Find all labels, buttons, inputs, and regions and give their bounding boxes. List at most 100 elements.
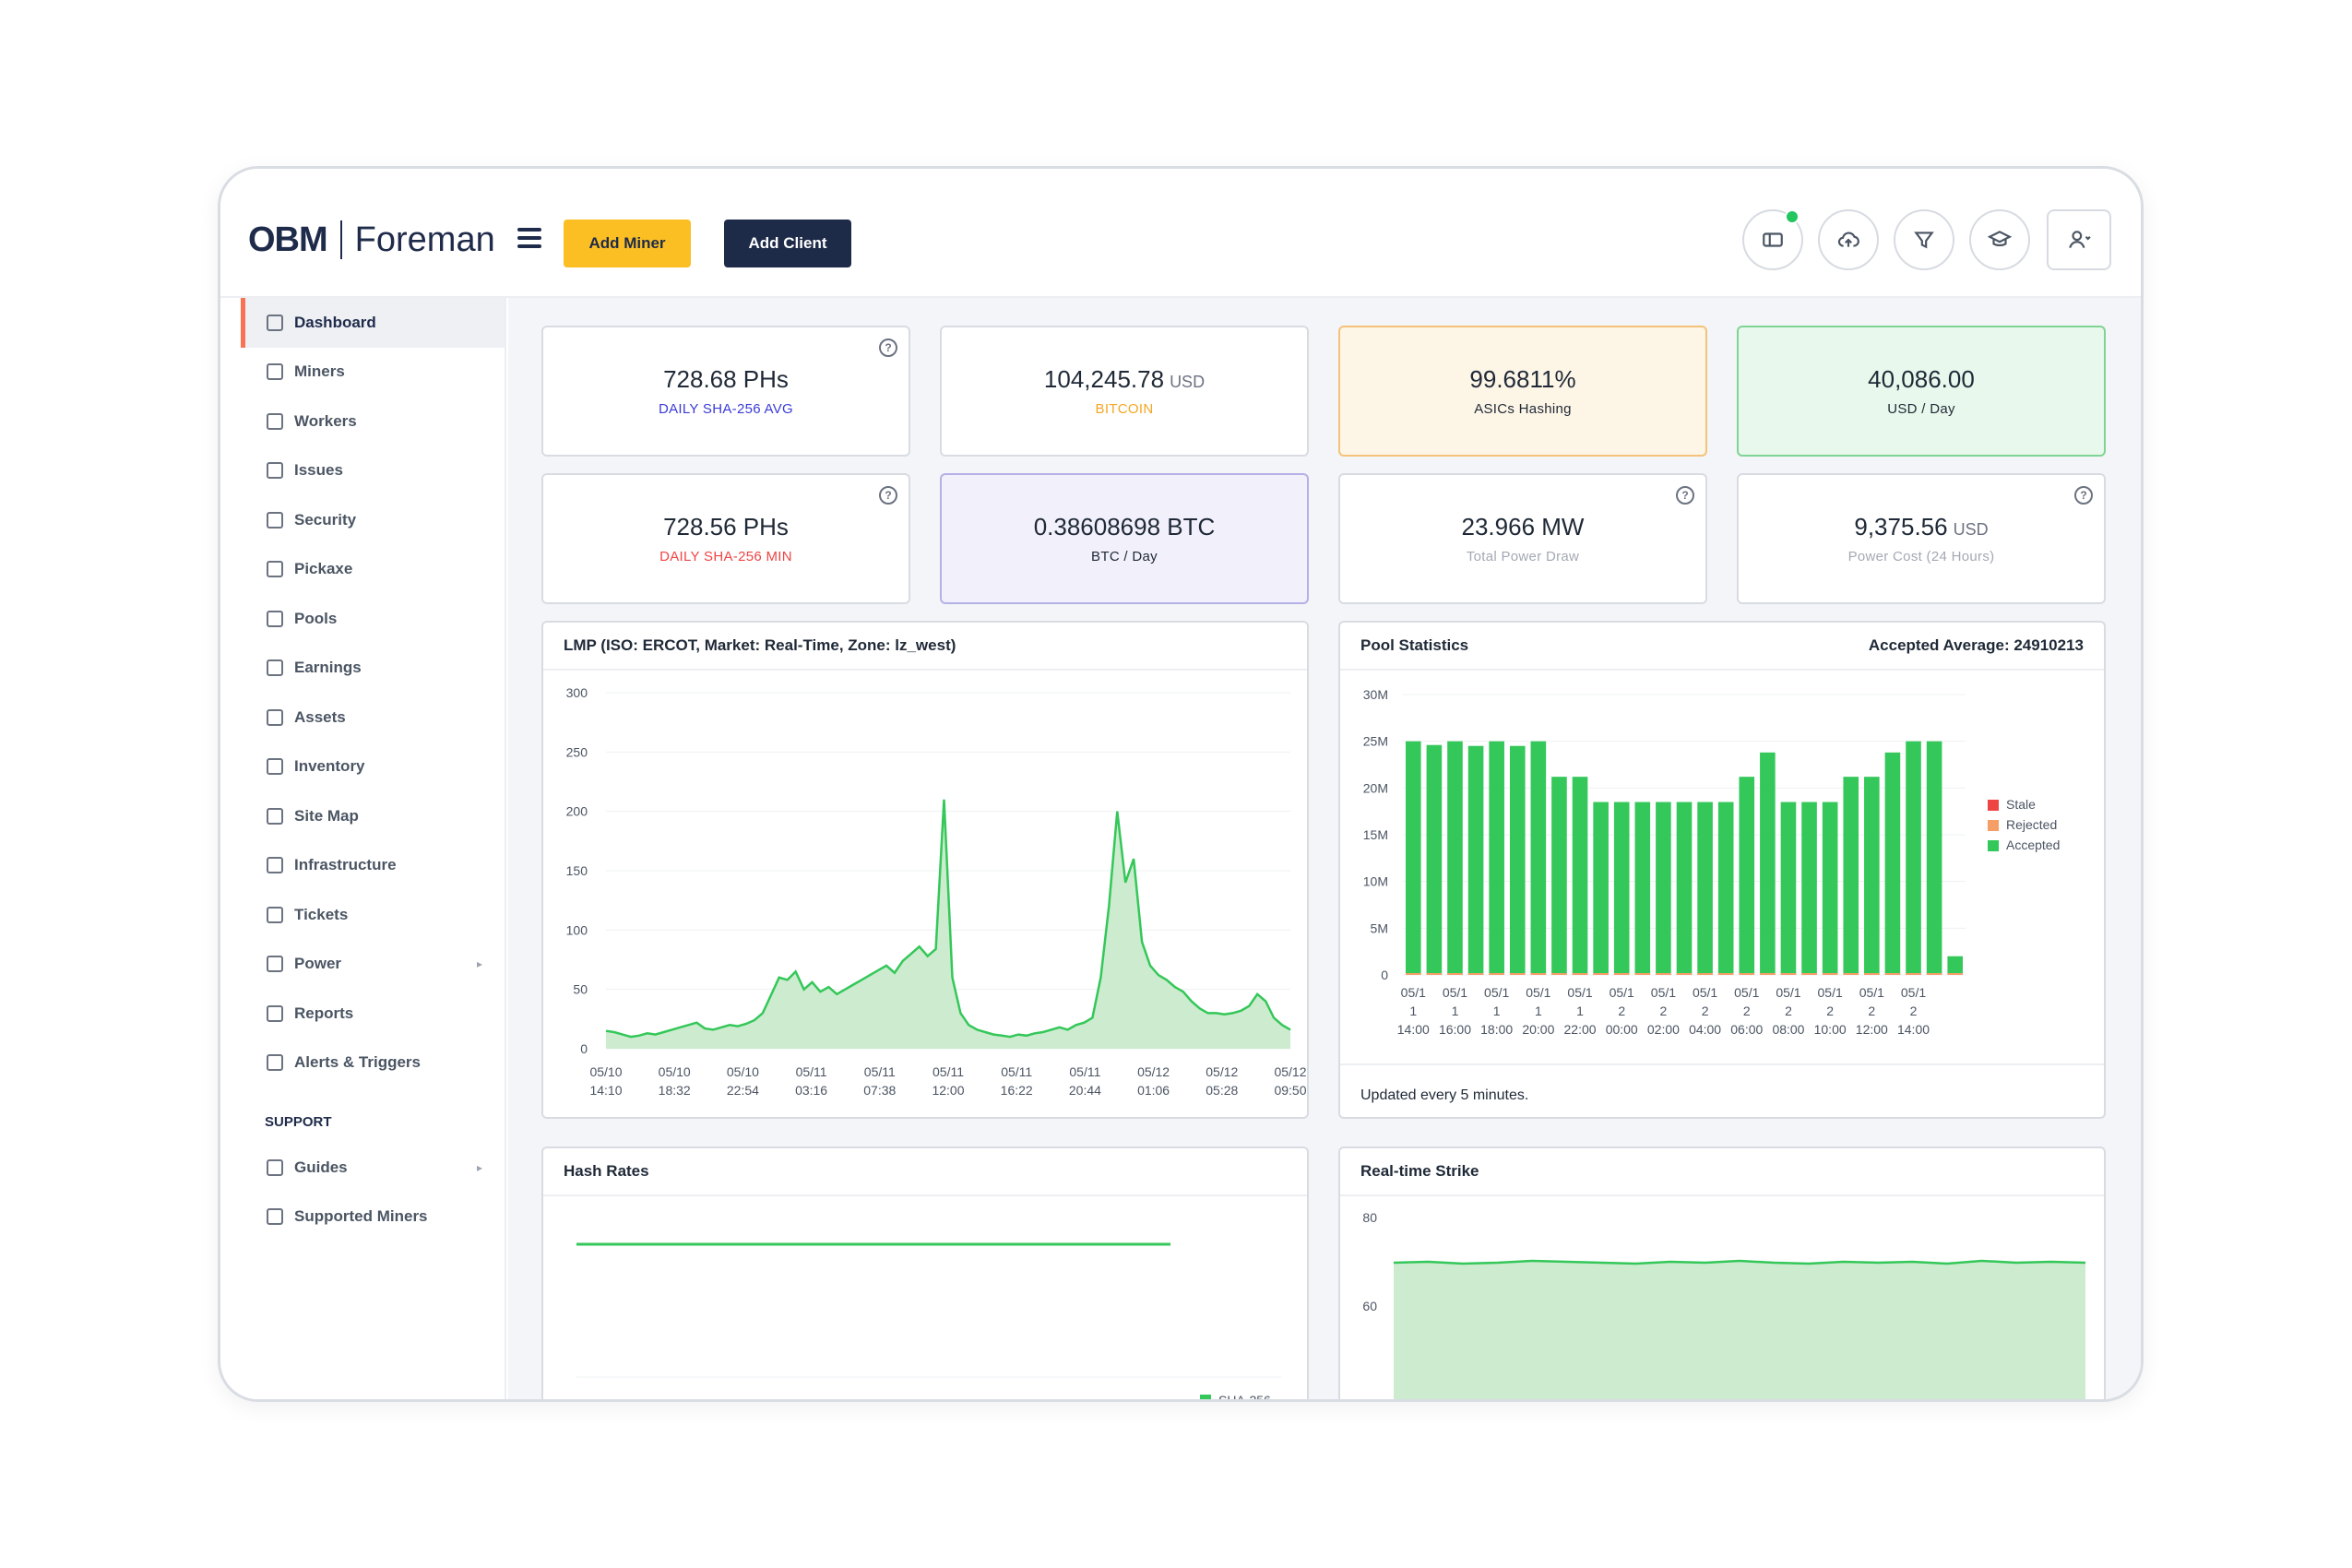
x-tick-label: 05/1: [1859, 985, 1884, 1000]
x-tick-label: 1: [1409, 1004, 1417, 1018]
accepted-bar: [1634, 802, 1651, 975]
sidebar-item-site-map[interactable]: Site Map: [241, 791, 505, 841]
x-tick-label: 05/1: [1651, 985, 1676, 1000]
x-tick-label: 16:00: [1439, 1022, 1471, 1037]
x-tick-label: 05/1: [1818, 985, 1843, 1000]
help-icon[interactable]: ?: [2074, 486, 2093, 505]
help-icon[interactable]: ?: [879, 486, 897, 505]
sidebar-item-label: Supported Miners: [294, 1207, 428, 1226]
x-tick-label: 2: [1785, 1004, 1792, 1018]
pool-stats-panel: Pool Statistics Accepted Average: 249102…: [1338, 621, 2106, 1119]
stat-unit: USD: [1170, 373, 1206, 391]
help-icon[interactable]: ?: [1676, 486, 1694, 505]
academy-button[interactable]: [1969, 209, 2030, 270]
hamburger-menu-icon[interactable]: [517, 228, 541, 248]
stat-card: 23.966 MW Total Power Draw?: [1338, 473, 1707, 604]
rejected-bar: [1572, 973, 1588, 975]
sitemap-icon: [267, 807, 283, 825]
sidebar-item-label: Guides: [294, 1158, 348, 1176]
sidebar-item-guides[interactable]: Guides ▸: [241, 1143, 505, 1193]
x-tick-label: 05/12: [1206, 1064, 1238, 1079]
x-tick-label: 18:32: [659, 1083, 691, 1098]
hash-rates-panel: Hash Rates SHA-256: [541, 1146, 1309, 1402]
logo[interactable]: OBM Foreman: [248, 217, 495, 263]
x-tick-label: 08:00: [1772, 1022, 1804, 1037]
rejected-bar: [1467, 973, 1484, 975]
sidebar-item-alerts-triggers[interactable]: Alerts & Triggers: [241, 1039, 505, 1088]
hash-rates-chart[interactable]: SHA-256: [543, 1196, 1309, 1402]
hash-rates-title: Hash Rates: [564, 1162, 649, 1180]
x-tick-label: 05/1: [1610, 985, 1634, 1000]
x-tick-label: 1: [1493, 1004, 1501, 1018]
assets-icon: [267, 708, 283, 726]
pool-stats-chart[interactable]: 30M 25M 20M 15M 10M 5M 0 05/1 1 14:00 05/1 1 16:00 05…: [1340, 671, 2106, 1076]
sidebar-item-supported-miners[interactable]: Supported Miners: [241, 1193, 505, 1242]
rejected-bar: [1509, 973, 1526, 975]
sidebar-item-inventory[interactable]: Inventory: [241, 742, 505, 792]
stat-card: 40,086.00 USD / Day: [1737, 326, 2106, 457]
x-tick-label: 14:00: [1897, 1022, 1930, 1037]
rejected-bar: [1697, 973, 1713, 975]
accepted-bar: [1717, 802, 1734, 975]
accepted-bar: [1613, 802, 1630, 975]
add-client-button[interactable]: Add Client: [724, 220, 851, 267]
sidebar-item-label: Power: [294, 955, 342, 973]
layers-icon: [267, 857, 283, 874]
sidebar-item-label: Miners: [294, 362, 345, 381]
pools-icon: [267, 610, 283, 627]
y-tick-label: 60: [1362, 1299, 1377, 1313]
stat-value: 0.38608698 BTC: [1033, 513, 1216, 540]
x-tick-label: 05/11: [1001, 1064, 1032, 1079]
sidebar-item-tickets[interactable]: Tickets: [241, 890, 505, 940]
stat-label: BTC / Day: [1091, 549, 1158, 564]
y-tick-label: 5M: [1371, 921, 1388, 935]
sidebar-item-assets[interactable]: Assets: [241, 693, 505, 742]
upload-button[interactable]: [1818, 209, 1879, 270]
sidebar-item-label: Workers: [294, 411, 357, 430]
sidebar-item-reports[interactable]: Reports: [241, 989, 505, 1039]
sidebar-item-workers[interactable]: Workers: [241, 397, 505, 446]
x-tick-label: 05/1: [1734, 985, 1759, 1000]
sidebar-item-dashboard[interactable]: Dashboard: [241, 298, 505, 348]
accepted-bar: [1593, 802, 1609, 975]
stat-label: DAILY SHA-256 MIN: [659, 549, 792, 564]
sidebar-item-infrastructure[interactable]: Infrastructure: [241, 841, 505, 891]
add-miner-button[interactable]: Add Miner: [564, 220, 691, 267]
sidebar-item-pools[interactable]: Pools: [241, 594, 505, 644]
sidebar-item-label: Infrastructure: [294, 856, 397, 874]
sidebar-item-miners[interactable]: Miners: [241, 348, 505, 398]
tickets-header-button[interactable]: [1742, 209, 1803, 270]
strike-panel: Real-time Strike 80 60: [1338, 1146, 2106, 1402]
user-menu-button[interactable]: [2047, 209, 2111, 270]
x-tick-label: 06:00: [1730, 1022, 1763, 1037]
stat-card: 728.68 PHs DAILY SHA-256 AVG?: [541, 326, 910, 457]
help-icon[interactable]: ?: [879, 339, 897, 357]
ticket-icon: [267, 906, 283, 923]
sidebar-item-issues[interactable]: Issues: [241, 446, 505, 496]
accepted-bar: [1406, 741, 1421, 975]
stat-unit: USD: [1953, 520, 1989, 539]
y-tick-label: 20M: [1363, 780, 1388, 795]
sidebar-item-pickaxe[interactable]: Pickaxe: [241, 545, 505, 595]
sidebar-item-earnings[interactable]: Earnings: [241, 644, 505, 694]
list-icon: [267, 1208, 283, 1226]
y-tick-label: 150: [566, 863, 588, 878]
lmp-series-line: [605, 799, 1291, 1039]
warning-icon: [267, 462, 283, 480]
stat-card: 99.6811% ASICs Hashing: [1338, 326, 1707, 457]
x-tick-label: 2: [1826, 1004, 1834, 1018]
rejected-bar: [1780, 973, 1797, 975]
strike-chart[interactable]: 80 60: [1340, 1196, 2106, 1402]
workers-icon: [267, 412, 283, 430]
support-nav: Guides ▸ Supported Miners: [241, 1143, 505, 1241]
sidebar-item-power[interactable]: Power ▸: [241, 940, 505, 990]
rejected-bar: [1760, 973, 1776, 975]
lmp-chart[interactable]: 30025020015010050005/1014:1005/1018:3205…: [543, 671, 1309, 1119]
x-tick-label: 20:00: [1522, 1022, 1554, 1037]
x-tick-label: 05/12: [1137, 1064, 1170, 1079]
bolt-icon: [267, 956, 283, 973]
cloud-upload-icon: [1837, 232, 1859, 247]
filter-button[interactable]: [1894, 209, 1954, 270]
sidebar-item-security[interactable]: Security: [241, 495, 505, 545]
x-tick-label: 05/10: [589, 1064, 622, 1079]
